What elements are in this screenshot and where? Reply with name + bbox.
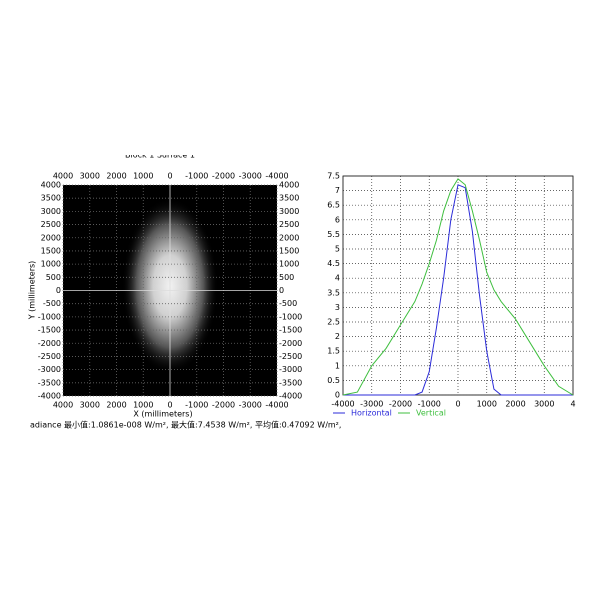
y-tick-label: 1500 [279,246,299,255]
x-tick-label: -1000 [185,401,208,410]
x-axis-label: X (millimeters) [133,410,192,419]
y-tick-label: -4000 [38,392,61,401]
y-tick-label: -500 [279,299,297,308]
x-tick-label: -4000 [331,400,354,409]
y-tick-label: -3500 [38,378,61,387]
y-tick-label: 2 [335,332,340,341]
x-tick-label: 0 [167,172,172,181]
y-tick-label: 1000 [279,260,299,269]
y-tick-label: 3000 [41,207,61,216]
line-series [342,178,574,396]
x-tick-label: -3000 [239,172,262,181]
x-tick-label: -4000 [265,172,288,181]
y-tick-label: 3000 [279,207,299,216]
x-tick-label: -2000 [212,172,235,181]
y-tick-label: 4000 [279,181,299,190]
x-tick-label: 4000 [53,172,73,181]
x-tick-label: -3000 [360,400,383,409]
y-tick-label: 3 [335,303,340,312]
y-tick-label: -3000 [279,365,302,374]
y-tick-label: 5.5 [327,230,340,239]
y-tick-label: -1500 [279,326,302,335]
y-tick-label: 7 [335,186,340,195]
y-tick-label: 500 [46,273,61,282]
y-tick-label: 5 [335,245,340,254]
x-tick-label: -4000 [265,401,288,410]
x-tick-label: 2000 [106,401,126,410]
x-tick-label: 0 [455,400,460,409]
caption: adiance 最小值:1.0861e-008 W/m², 最大值:7.4538… [30,420,341,430]
y-tick-label: 1.5 [327,347,340,356]
y-tick-label: 1 [335,361,340,370]
y-tick-label: -1500 [38,326,61,335]
y-tick-label: 0 [335,391,340,400]
x-tick-label: -2000 [212,401,235,410]
y-tick-label: -3500 [279,378,302,387]
y-tick-label: 0 [56,286,61,295]
x-tick-label: 3000 [534,400,554,409]
x-tick-label: 1000 [133,172,153,181]
y-tick-label: 1500 [41,246,61,255]
x-tick-label: -1000 [418,400,441,409]
legend-label: Horizontal [351,409,392,418]
y-tick-label: -4000 [279,392,302,401]
y-tick-label: 6.5 [327,201,340,210]
y-tick-label: -500 [43,299,61,308]
x-tick-label: 4 [570,400,575,409]
y-tick-label: -2500 [279,352,302,361]
y-tick-label: 6 [335,215,340,224]
y-tick-label: 3500 [41,194,61,203]
y-tick-label: 0 [279,286,284,295]
y-tick-label: -3000 [38,365,61,374]
y-tick-label: 4000 [41,181,61,190]
x-tick-label: -2000 [389,400,412,409]
line-series [343,184,573,396]
x-tick-label: 0 [167,401,172,410]
x-tick-label: -3000 [239,401,262,410]
y-tick-label: 2500 [41,220,61,229]
y-tick-label: -2000 [38,339,61,348]
y-tick-label: 4.5 [327,259,340,268]
y-tick-label: 1000 [41,260,61,269]
y-tick-label: -2500 [38,352,61,361]
x-tick-label: 1000 [477,400,497,409]
y-tick-label: 2.5 [327,318,340,327]
y-tick-label: 3.5 [327,288,340,297]
x-tick-label: 3000 [80,172,100,181]
x-tick-label: 2000 [106,172,126,181]
y-tick-label: -2000 [279,339,302,348]
y-axis-label: Y (millimeters) [28,261,37,321]
x-tick-label: 2000 [505,400,525,409]
x-tick-label: 4000 [53,401,73,410]
y-tick-label: 2000 [279,233,299,242]
y-tick-label: 2000 [41,233,61,242]
y-tick-label: 2500 [279,220,299,229]
y-tick-label: 500 [279,273,294,282]
y-tick-label: -1000 [279,312,302,321]
x-tick-label: 1000 [133,401,153,410]
plot-frame [342,175,574,396]
chart-title: Block 1 Surface 1 [125,151,195,160]
legend-label: Vertical [416,409,446,418]
y-tick-label: -1000 [38,312,61,321]
y-tick-label: 7.5 [327,172,340,181]
y-tick-label: 3500 [279,194,299,203]
y-tick-label: 4 [335,274,340,283]
x-tick-label: -1000 [185,172,208,181]
x-tick-label: 3000 [80,401,100,410]
y-tick-label: 0.5 [327,376,340,385]
